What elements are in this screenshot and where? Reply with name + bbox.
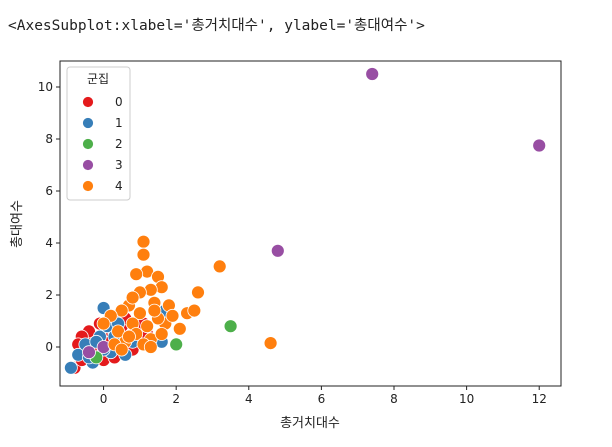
cluster-4-point — [125, 290, 140, 305]
cluster-4-point — [191, 285, 205, 300]
cluster-2-point — [169, 337, 184, 352]
cluster-4-point — [263, 336, 278, 351]
cluster-4-point — [143, 340, 158, 354]
cluster-4-point — [136, 234, 151, 249]
cluster-4-point — [147, 303, 162, 318]
x-tick-label: 6 — [318, 392, 326, 406]
y-tick-label: 0 — [45, 340, 53, 354]
cluster-4-point — [129, 267, 144, 282]
cluster-4-point — [187, 303, 202, 318]
cluster-4-point — [132, 306, 147, 321]
legend: 군집 0 1 2 3 4 — [66, 66, 131, 201]
legend-label-4: 4 — [115, 179, 123, 193]
cluster-1-point — [64, 360, 78, 375]
cluster-4-point — [114, 342, 129, 357]
y-axis-label: 총대여수 — [10, 200, 25, 248]
cluster-2-point — [223, 319, 238, 334]
x-tick-label: 10 — [459, 392, 474, 406]
cluster-4-point — [154, 327, 169, 341]
legend-label-0: 0 — [115, 95, 123, 109]
legend-marker-3 — [82, 159, 94, 171]
y-tick-label: 10 — [38, 80, 53, 94]
cluster-4-point — [136, 247, 151, 262]
legend-label-1: 1 — [115, 116, 123, 130]
legend-label-3: 3 — [115, 158, 123, 172]
cluster-3-point — [365, 67, 380, 81]
legend-marker-4 — [82, 180, 94, 192]
points-layer — [64, 67, 547, 375]
cluster-3-point — [532, 138, 547, 153]
cluster-4-point — [140, 319, 155, 334]
output-repr: <AxesSubplot:xlabel='총거치대수', ylabel='총대여… — [8, 18, 425, 34]
y-tick-label: 2 — [45, 288, 53, 302]
cluster-3-point — [82, 345, 96, 360]
x-tick-label: 12 — [532, 392, 547, 406]
legend-title: 군집 — [87, 72, 109, 86]
legend-label-2: 2 — [115, 137, 123, 151]
x-tick-label: 4 — [245, 392, 253, 406]
cluster-4-point — [212, 259, 227, 274]
cluster-4-point — [172, 321, 187, 336]
x-axis-label: 총거치대수 — [280, 416, 340, 431]
x-tick-label: 8 — [390, 392, 398, 406]
y-tick-label: 6 — [45, 184, 53, 198]
legend-marker-0 — [82, 96, 94, 108]
cluster-4-point — [122, 329, 136, 344]
x-tick-label: 0 — [100, 392, 108, 406]
y-tick-label: 8 — [45, 132, 53, 146]
legend-marker-1 — [82, 117, 94, 129]
plot-frame — [59, 60, 562, 387]
x-tick-label: 2 — [172, 392, 180, 406]
cluster-4-point — [165, 308, 180, 323]
y-tick-label: 4 — [45, 236, 53, 250]
cluster-3-point — [270, 243, 285, 258]
legend-marker-2 — [82, 138, 94, 150]
cluster-4-point — [96, 316, 111, 331]
